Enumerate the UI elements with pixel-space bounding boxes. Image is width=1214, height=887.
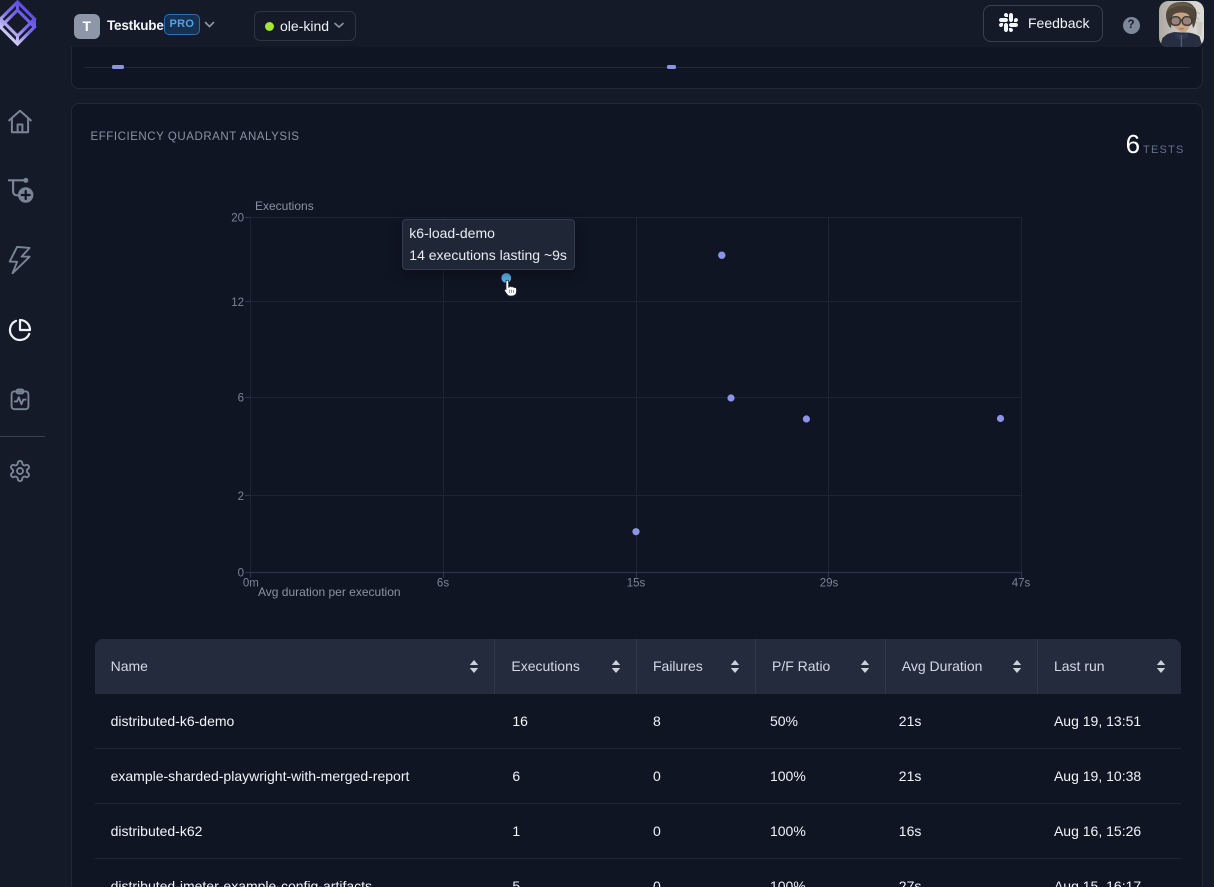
svg-text:12: 12: [231, 297, 244, 309]
svg-text:47s: 47s: [1012, 578, 1031, 590]
svg-text:6: 6: [238, 393, 244, 405]
svg-text:20: 20: [231, 213, 244, 225]
svg-text:0: 0: [238, 568, 244, 580]
svg-text:15s: 15s: [627, 578, 646, 590]
svg-text:29s: 29s: [820, 578, 839, 590]
svg-text:0m: 0m: [243, 578, 259, 590]
svg-text:Avg duration per execution: Avg duration per execution: [258, 585, 401, 599]
svg-text:Executions: Executions: [255, 199, 314, 213]
svg-text:2: 2: [238, 491, 244, 503]
svg-text:6s: 6s: [437, 578, 449, 590]
